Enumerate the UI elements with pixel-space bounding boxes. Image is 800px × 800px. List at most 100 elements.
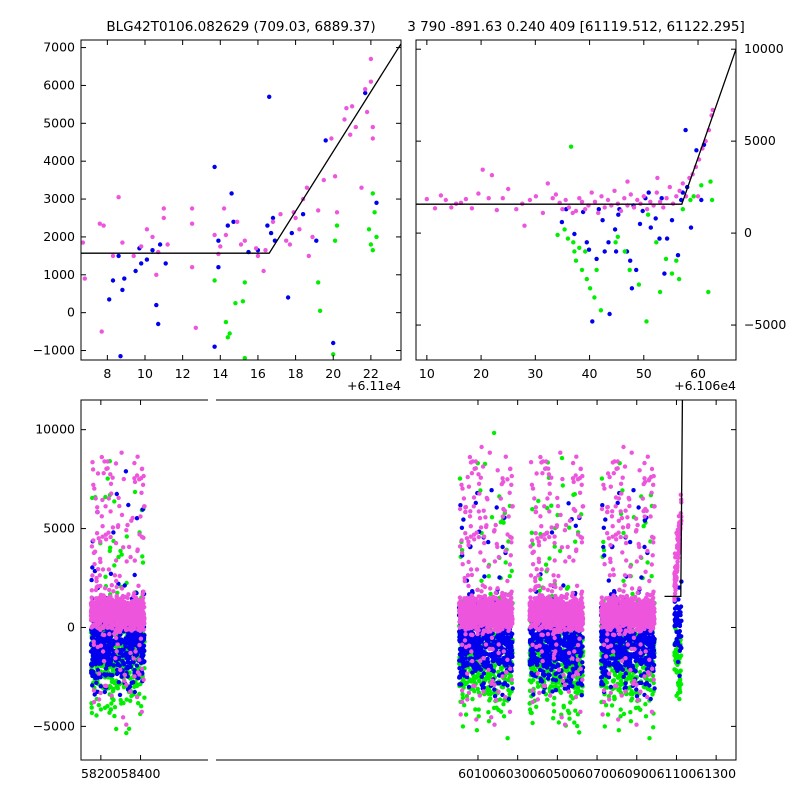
data-point bbox=[109, 618, 114, 624]
data-point bbox=[92, 692, 97, 697]
data-point bbox=[471, 495, 477, 500]
data-point bbox=[509, 473, 514, 479]
data-point bbox=[223, 319, 229, 325]
data-point bbox=[484, 612, 489, 617]
data-point bbox=[483, 515, 488, 520]
data-point bbox=[508, 666, 513, 671]
data-point bbox=[561, 643, 567, 648]
data-point bbox=[108, 534, 113, 540]
data-point bbox=[472, 466, 477, 471]
data-point bbox=[482, 558, 487, 563]
data-point bbox=[91, 646, 97, 651]
data-point bbox=[94, 578, 99, 584]
data-point bbox=[316, 208, 321, 213]
data-point bbox=[458, 503, 463, 508]
x-offset-label: +6.11e4 bbox=[347, 378, 401, 393]
data-point bbox=[472, 537, 477, 542]
data-point bbox=[137, 621, 142, 626]
data-point bbox=[110, 598, 115, 603]
data-point bbox=[496, 554, 501, 560]
data-point bbox=[334, 223, 340, 228]
data-point bbox=[89, 577, 94, 583]
data-point bbox=[463, 505, 468, 510]
data-point bbox=[559, 455, 565, 461]
data-point bbox=[229, 191, 234, 196]
data-point bbox=[653, 216, 658, 221]
data-point bbox=[123, 643, 128, 648]
data-point bbox=[694, 148, 699, 153]
y-tick-label: 0 bbox=[744, 225, 752, 240]
data-point bbox=[596, 207, 601, 212]
data-point bbox=[596, 210, 601, 216]
data-point bbox=[460, 724, 466, 729]
data-point bbox=[480, 616, 485, 621]
data-point bbox=[216, 251, 221, 257]
data-point bbox=[510, 662, 515, 668]
data-point bbox=[92, 562, 97, 567]
data-point bbox=[533, 194, 539, 199]
data-point bbox=[680, 207, 685, 212]
data-point bbox=[135, 547, 140, 552]
data-point bbox=[495, 586, 500, 591]
data-point bbox=[131, 660, 136, 665]
data-point bbox=[657, 236, 662, 241]
data-point bbox=[374, 200, 379, 205]
data-point bbox=[478, 648, 483, 653]
data-point bbox=[82, 276, 88, 281]
data-point bbox=[140, 624, 145, 629]
data-point bbox=[522, 223, 527, 228]
data-point bbox=[505, 578, 510, 584]
plot-area-top-right bbox=[416, 48, 736, 324]
data-point bbox=[221, 206, 227, 211]
data-point bbox=[529, 680, 534, 685]
data-point bbox=[469, 637, 475, 642]
data-point bbox=[509, 540, 514, 545]
data-point bbox=[553, 192, 559, 197]
data-point bbox=[648, 199, 653, 204]
data-point bbox=[664, 196, 669, 201]
data-point bbox=[547, 673, 552, 678]
data-point bbox=[551, 702, 556, 707]
data-point bbox=[128, 650, 133, 656]
data-point bbox=[494, 207, 499, 213]
data-point bbox=[115, 642, 120, 647]
data-point bbox=[501, 714, 507, 719]
data-point bbox=[509, 535, 514, 540]
data-point bbox=[507, 490, 512, 495]
data-point bbox=[154, 272, 159, 277]
x-tick-label: 12 bbox=[175, 366, 191, 381]
data-point bbox=[570, 210, 575, 216]
data-point bbox=[495, 468, 500, 473]
y-tick-label: 2000 bbox=[43, 229, 75, 244]
data-point bbox=[119, 512, 125, 518]
data-point bbox=[132, 572, 137, 578]
data-point bbox=[472, 683, 477, 689]
data-point bbox=[486, 719, 492, 724]
data-point bbox=[491, 654, 496, 660]
data-point bbox=[119, 637, 124, 642]
data-point bbox=[140, 595, 146, 601]
data-point bbox=[530, 720, 535, 726]
data-point bbox=[110, 253, 116, 259]
data-point bbox=[98, 559, 103, 565]
x-tick-label: 50 bbox=[636, 366, 652, 381]
axes-frame bbox=[80, 39, 402, 361]
data-point bbox=[484, 495, 489, 501]
data-point bbox=[463, 196, 469, 202]
data-point bbox=[508, 553, 513, 558]
data-point bbox=[463, 509, 468, 515]
data-point bbox=[486, 196, 491, 201]
data-point bbox=[93, 587, 99, 593]
data-point bbox=[475, 644, 480, 649]
data-point bbox=[482, 574, 487, 579]
data-point bbox=[105, 459, 110, 464]
data-point bbox=[89, 588, 95, 593]
data-point bbox=[469, 572, 475, 578]
data-point bbox=[118, 548, 123, 554]
data-point bbox=[607, 311, 612, 317]
data-point bbox=[567, 710, 572, 716]
data-point bbox=[464, 536, 470, 541]
data-point bbox=[107, 604, 113, 610]
data-point bbox=[457, 658, 462, 663]
data-point bbox=[134, 694, 140, 700]
